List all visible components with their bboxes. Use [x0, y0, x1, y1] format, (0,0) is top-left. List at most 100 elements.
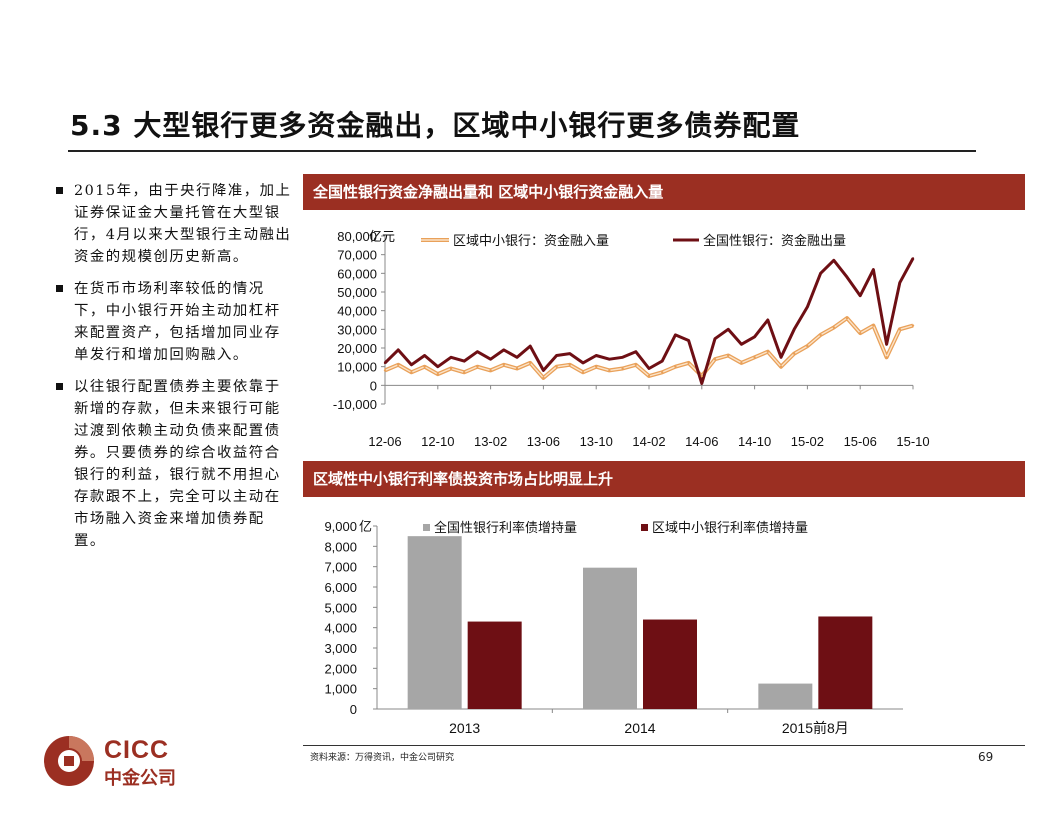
- data-point-national: [581, 361, 585, 365]
- legend-label-regional: 区域中小银行利率债增持量: [652, 520, 808, 535]
- data-point-national: [661, 359, 664, 363]
- bar-national: [407, 536, 462, 709]
- data-point-regional: [845, 316, 849, 320]
- bullet-square-icon: [56, 383, 63, 390]
- y-tick-label: 3,000: [324, 641, 357, 656]
- y-tick-label: 70,000: [337, 248, 377, 263]
- data-point-national: [502, 348, 505, 352]
- y-tick-label: 50,000: [337, 285, 377, 300]
- data-point-regional: [885, 356, 888, 359]
- data-point-regional: [647, 374, 651, 378]
- data-point-regional: [476, 365, 479, 368]
- data-point-regional: [449, 367, 453, 370]
- data-point-regional: [740, 361, 743, 365]
- source-divider: [303, 745, 1025, 746]
- data-point-national: [819, 272, 822, 275]
- data-point-regional: [608, 369, 611, 372]
- x-tick-label: 12-06: [368, 434, 401, 449]
- data-point-regional: [832, 326, 835, 329]
- data-point-national: [859, 294, 862, 297]
- x-tick-label: 12-10: [421, 434, 454, 449]
- data-point-national: [608, 358, 611, 361]
- y-tick-label: 5,000: [324, 600, 357, 615]
- data-point-regional: [793, 352, 796, 355]
- data-point-regional: [859, 331, 862, 335]
- data-point-regional: [819, 333, 822, 337]
- x-tick-label: 15-02: [791, 434, 824, 449]
- data-point-regional: [911, 324, 915, 327]
- data-point-national: [766, 318, 769, 322]
- data-point-regional: [542, 376, 545, 380]
- data-point-regional: [779, 365, 783, 368]
- bar-chart-title: 区域性中小银行利率债投资市场占比明显上升: [303, 461, 1025, 497]
- data-point-regional: [397, 363, 400, 366]
- data-point-regional: [410, 371, 413, 374]
- data-point-national: [806, 305, 809, 309]
- data-point-national: [647, 367, 651, 370]
- data-point-regional: [529, 361, 532, 365]
- bar-regional: [467, 621, 522, 709]
- y-tick-label: 6,000: [324, 580, 357, 595]
- data-point-regional: [872, 324, 875, 327]
- x-tick-label: 2015前8月: [782, 720, 849, 736]
- page-number: 69: [978, 750, 994, 764]
- y-tick-label: 2,000: [324, 661, 357, 676]
- legend-label-national: 全国性银行：资金融出量: [703, 233, 846, 248]
- x-tick-label: 15-06: [844, 434, 877, 449]
- data-point-regional: [898, 328, 901, 331]
- data-point-regional: [463, 371, 466, 374]
- data-point-regional: [383, 369, 387, 372]
- title-divider: [68, 150, 976, 152]
- x-tick-label: 14-02: [632, 434, 665, 449]
- data-point-national: [555, 354, 558, 357]
- y-tick-label: 0: [350, 702, 357, 717]
- data-point-national: [727, 328, 730, 331]
- data-point-regional: [595, 365, 598, 368]
- y-tick-label: 20,000: [337, 341, 377, 356]
- y-tick-label: 4,000: [324, 621, 357, 636]
- data-point-regional: [634, 363, 637, 366]
- data-point-national: [529, 344, 532, 348]
- data-point-national: [515, 356, 519, 359]
- x-tick-label: 14-06: [685, 434, 718, 449]
- data-point-national: [476, 350, 479, 353]
- source-note: 资料来源：万得资讯，中金公司研究: [310, 753, 455, 763]
- y-tick-label: 1,000: [324, 682, 357, 697]
- data-point-regional: [568, 363, 571, 366]
- bar-national: [583, 567, 637, 709]
- cicc-logo: CICC 中金公司: [42, 734, 202, 790]
- data-point-regional: [661, 371, 664, 374]
- y-tick-label: 7,000: [324, 560, 357, 575]
- logo-text-cn: 中金公司: [104, 768, 176, 789]
- line-chart-title: 全国性银行资金净融出量和 区域中小银行资金融入量: [303, 174, 1025, 210]
- x-tick-label: 15-10: [896, 434, 929, 449]
- data-point-national: [449, 356, 453, 359]
- y-tick-label: 0: [370, 378, 377, 393]
- bullet-square-icon: [56, 187, 63, 194]
- x-tick-label: 13-10: [580, 434, 613, 449]
- x-tick-label: 2014: [624, 720, 655, 736]
- bar-regional: [818, 616, 873, 709]
- bullet-item: 在货币市场利率较低的情况下，中小银行开始主动加杠杆来配置资产，包括增加同业存单发…: [54, 278, 292, 366]
- data-point-national: [410, 363, 413, 366]
- y-tick-label: 60,000: [337, 266, 377, 281]
- data-point-national: [713, 337, 717, 340]
- data-point-regional: [806, 344, 809, 348]
- data-point-national: [845, 275, 849, 279]
- data-point-national: [674, 333, 677, 337]
- data-point-national: [436, 365, 439, 368]
- x-tick-label: 13-02: [474, 434, 507, 449]
- data-point-national: [687, 339, 690, 342]
- bullet-list: 2015年，由于央行降准，加上证券保证金大量托管在大型银行，4月以来大型银行主动…: [54, 180, 292, 562]
- data-point-national: [397, 348, 400, 352]
- x-tick-label: 2013: [449, 720, 480, 736]
- y-tick-label: 8,000: [324, 539, 357, 554]
- legend-swatch-national: [423, 524, 430, 531]
- data-point-regional: [713, 358, 717, 361]
- bar-national: [758, 683, 813, 709]
- bullet-item: 2015年，由于央行降准，加上证券保证金大量托管在大型银行，4月以来大型银行主动…: [54, 180, 292, 268]
- bar-chart: 9,000 8,000 7,000 6,000 5,000 4,000 3,000 2,000…: [324, 519, 903, 736]
- y-tick-label: 40,000: [337, 304, 377, 319]
- data-point-national: [595, 354, 598, 357]
- data-point-regional: [555, 365, 558, 368]
